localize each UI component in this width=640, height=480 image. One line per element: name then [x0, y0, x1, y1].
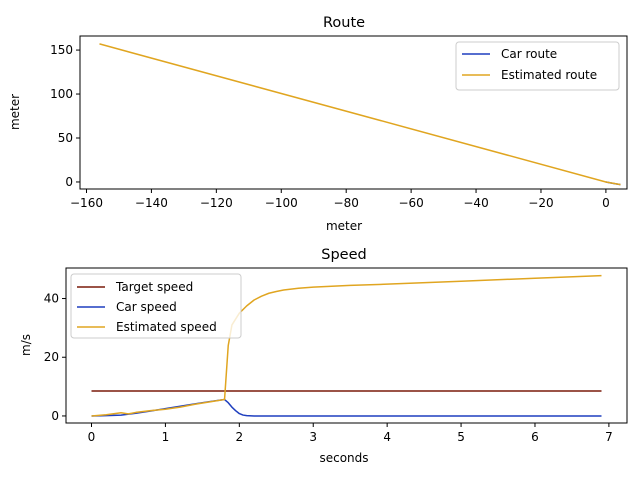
- route-plot-area: [99, 43, 621, 186]
- speed-x-tick-label: 3: [309, 430, 317, 444]
- speed-x-tick-label: 2: [236, 430, 244, 444]
- route-x-tick-label: −120: [200, 196, 233, 210]
- speed-axes-frame: [65, 267, 628, 424]
- speed-legend-box: [70, 273, 242, 339]
- route-ticks: −160 −140 −120 −100 −80 −60 −40 −20 0 0 50 100 150: [50, 43, 610, 210]
- route-x-tick-label: −40: [463, 196, 488, 210]
- speed-x-tick-label: 0: [88, 430, 96, 444]
- route-axes-frame: [79, 35, 628, 190]
- speed-x-tick-label: 5: [457, 430, 465, 444]
- route-panel: Route −160 −140 −120 −100 −80 −60 −40 −20 0 0 50 10…: [8, 15, 628, 233]
- route-legend-label-car: Car route: [501, 47, 557, 61]
- speed-y-axis-label: m/s: [19, 334, 33, 356]
- speed-panel: Speed 0 1 2 3 4 5 6 7 0 20 40 seconds m/s Target s…: [19, 247, 628, 465]
- speed-x-axis-label: seconds: [319, 451, 368, 465]
- route-y-tick-label: 0: [65, 175, 73, 189]
- speed-legend-label-car: Car speed: [116, 300, 177, 314]
- route-y-tick-label: 100: [50, 87, 73, 101]
- speed-x-tick-label: 6: [531, 430, 539, 444]
- route-legend: Car route Estimated route: [455, 41, 620, 91]
- route-title: Route: [323, 15, 365, 31]
- speed-ticks: 0 1 2 3 4 5 6 7 0 20 40: [44, 292, 613, 444]
- route-legend-label-estimated: Estimated route: [501, 68, 597, 82]
- speed-x-tick-label: 4: [383, 430, 391, 444]
- route-y-tick-label: 150: [50, 43, 73, 57]
- route-x-tick-label: 0: [602, 196, 610, 210]
- route-x-tick-label: −160: [70, 196, 103, 210]
- route-x-axis-label: meter: [326, 219, 362, 233]
- speed-y-tick-label: 40: [44, 292, 59, 306]
- route-legend-box: [455, 41, 620, 91]
- speed-legend: Target speed Car speed Estimated speed: [70, 273, 242, 339]
- route-x-tick-label: −20: [528, 196, 553, 210]
- route-x-tick-label: −80: [334, 196, 359, 210]
- speed-title: Speed: [321, 247, 366, 263]
- speed-legend-label-estimated: Estimated speed: [116, 320, 217, 334]
- route-x-tick-label: −140: [135, 196, 168, 210]
- route-x-tick-label: −100: [265, 196, 298, 210]
- speed-y-tick-label: 20: [44, 350, 59, 364]
- route-series-estimated-route-line: [99, 43, 621, 186]
- speed-x-tick-label: 7: [605, 430, 613, 444]
- speed-y-tick-label: 0: [51, 409, 59, 423]
- route-x-tick-label: −60: [398, 196, 423, 210]
- route-y-tick-label: 50: [58, 131, 73, 145]
- route-y-axis-label: meter: [8, 94, 22, 130]
- speed-x-tick-label: 1: [162, 430, 170, 444]
- speed-legend-label-target: Target speed: [115, 280, 193, 294]
